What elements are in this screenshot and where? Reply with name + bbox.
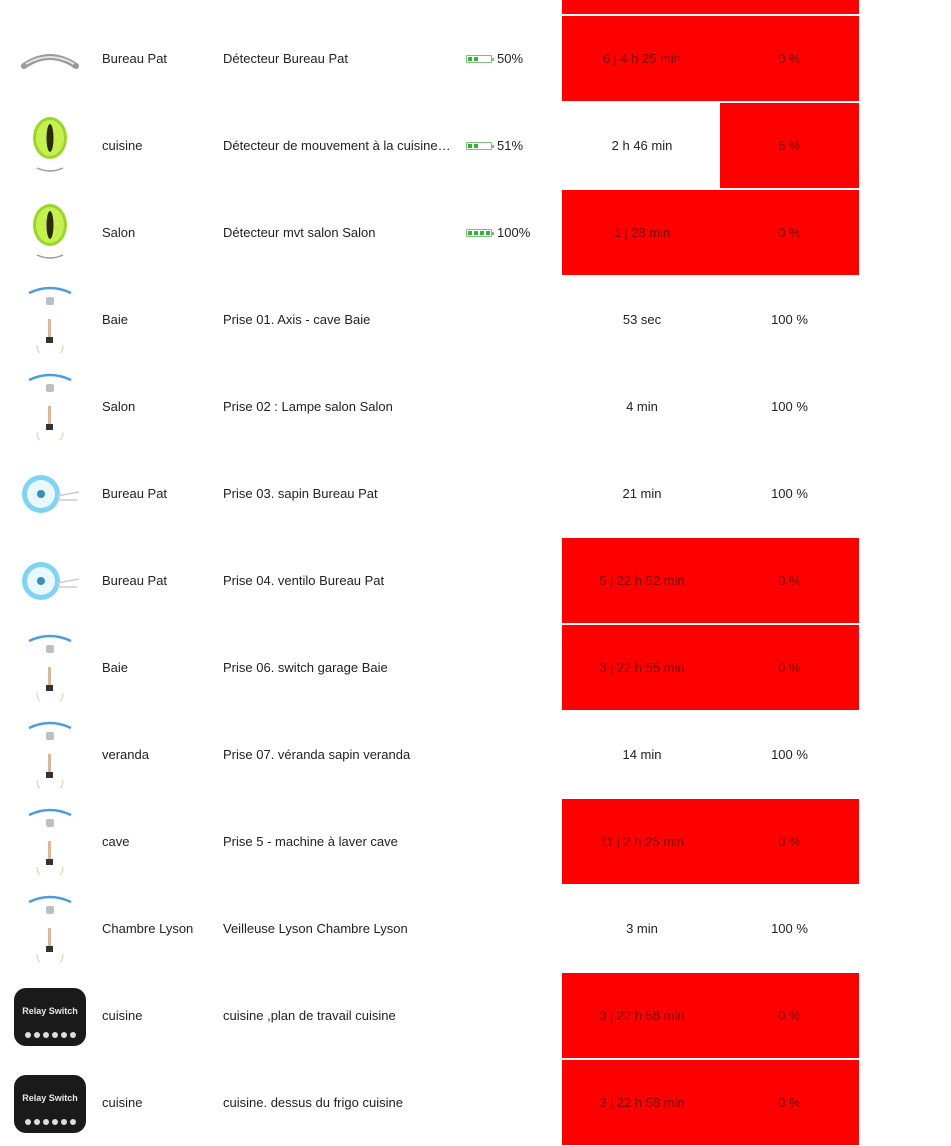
last-seen-cell: 5 j 22 h 52 min [562, 538, 722, 623]
motion-sensor-icon [10, 0, 90, 8]
device-room: Salon [102, 399, 136, 414]
last-seen-cell: 11 j 2 h 25 min [562, 799, 722, 884]
device-row[interactable]: Salon Détecteur mvt salon Salon 100% 1 j 28… [0, 189, 951, 276]
availability-cell: 100 % [771, 921, 808, 936]
availability-cell: 0 % [720, 625, 859, 710]
device-room: Baie [102, 312, 129, 327]
battery-fill [468, 56, 479, 61]
relay-switch-icon: Relay Switch [10, 1067, 90, 1139]
device-name[interactable]: Prise 03. sapin Bureau Pat [223, 486, 378, 501]
device-room: cave [102, 834, 130, 849]
battery-label: 51% [497, 138, 524, 153]
battery-fill [468, 143, 479, 148]
battery-icon [466, 141, 494, 150]
eye-sensor-icon [10, 197, 90, 269]
device-row[interactable]: cave Prise 5 - machine à laver cave 11 j 2… [0, 798, 951, 885]
battery-label: 100% [497, 225, 531, 240]
device-row[interactable]: Relay Switch cuisine cuisine. dessus du fr… [0, 1059, 951, 1146]
device-name[interactable]: Prise 5 - machine à laver cave [223, 834, 398, 849]
availability-cell: 0 % [720, 799, 859, 884]
availability-cell: 6 % [720, 103, 859, 188]
availability-cell: 100 % [771, 312, 808, 327]
last-seen-cell: 3 j 22 h 58 min [562, 1060, 722, 1145]
last-seen-cell: 2 h 46 min [611, 138, 673, 153]
plug-icon [10, 284, 90, 356]
device-row[interactable]: Baie Prise 01. Axis - cave Baie 53 sec 100 … [0, 276, 951, 363]
device-room: cuisine [102, 1095, 143, 1110]
relay-switch-icon: Relay Switch [10, 980, 90, 1052]
last-seen-cell: 53 sec [622, 312, 662, 327]
device-name[interactable]: Veilleuse Lyson Chambre Lyson [223, 921, 408, 936]
device-room: Bureau Pat [102, 573, 168, 588]
plug-icon [10, 632, 90, 704]
device-row[interactable]: Bureau Pat Détecteur Bureau Pat 50% 6 j 4 h… [0, 15, 951, 102]
availability-cell: 0 % [720, 1060, 859, 1145]
round-plug-icon [10, 458, 90, 530]
last-seen-cell: 21 min [622, 486, 662, 501]
last-seen-cell: 3 min [626, 921, 658, 936]
device-room: Salon [102, 225, 136, 240]
device-room: Baie [102, 660, 129, 675]
availability-cell: 0 % [720, 16, 859, 101]
availability-cell: 0 % [720, 190, 859, 275]
battery-indicator: 51% [466, 102, 523, 189]
relay-switch-label: Relay Switch [22, 1006, 78, 1016]
device-name[interactable]: Prise 04. ventilo Bureau Pat [223, 573, 385, 588]
battery-label: 50% [497, 51, 524, 66]
last-seen-cell: 1 j 28 min [562, 190, 722, 275]
device-row[interactable]: Chambre Lyson Veilleuse Lyson Chambre Lys… [0, 885, 951, 972]
wall-sensor-icon [10, 23, 90, 95]
device-room: Bureau Pat [102, 486, 168, 501]
availability-cell: 100 % [771, 486, 808, 501]
device-row[interactable]: Bureau Pat Prise 04. ventilo Bureau Pat 5 … [0, 537, 951, 624]
battery-fill [468, 230, 490, 235]
plug-icon [10, 371, 90, 443]
device-name[interactable]: Détecteur mvt salon Salon [223, 225, 376, 240]
device-name[interactable]: cuisine ,plan de travail cuisine [223, 1008, 396, 1023]
device-room: cuisine [102, 1008, 143, 1023]
device-room: Bureau Pat [102, 51, 168, 66]
relay-switch-label: Relay Switch [22, 1093, 78, 1103]
battery-indicator: 50% [466, 15, 523, 102]
device-row[interactable]: cuisine Détecteur de mouvement à la cuisi… [0, 102, 951, 189]
device-name[interactable]: cuisine. dessus du frigo cuisine [223, 1095, 403, 1110]
availability-cell: 100 % [771, 747, 808, 762]
availability-cell [720, 0, 859, 14]
battery-icon [466, 228, 494, 237]
battery-indicator: 100% [466, 189, 530, 276]
device-row[interactable]: Bureau Pat Prise 03. sapin Bureau Pat 21 m… [0, 450, 951, 537]
last-seen-cell: 4 min [626, 399, 658, 414]
availability-cell: 0 % [720, 973, 859, 1058]
last-seen-cell: 3 j 22 h 58 min [562, 973, 722, 1058]
plug-icon [10, 719, 90, 791]
availability-cell: 0 % [720, 538, 859, 623]
device-name[interactable]: Détecteur Bureau Pat [223, 51, 349, 66]
device-name[interactable]: Prise 01. Axis - cave Baie [223, 312, 371, 327]
device-row[interactable]: veranda Prise 07. véranda sapin veranda 14… [0, 711, 951, 798]
plug-icon [10, 806, 90, 878]
eye-sensor-icon [10, 110, 90, 182]
device-row[interactable]: Relay Switch cuisine cuisine ,plan de trav… [0, 972, 951, 1059]
plug-icon [10, 893, 90, 965]
last-seen-cell: 6 j 4 h 25 min [562, 16, 722, 101]
device-row[interactable] [0, 0, 951, 15]
last-seen-cell: 14 min [622, 747, 662, 762]
device-room: cuisine [102, 138, 143, 153]
device-row[interactable]: Salon Prise 02 : Lampe salon Salon 4 min 10… [0, 363, 951, 450]
device-room: veranda [102, 747, 149, 762]
last-seen-cell: 3 j 22 h 55 min [562, 625, 722, 710]
device-name[interactable]: Prise 06. switch garage Baie [223, 660, 388, 675]
battery-icon [466, 54, 494, 63]
device-name[interactable]: Prise 02 : Lampe salon Salon [223, 399, 393, 414]
device-name[interactable]: Détecteur de mouvement à la cuisine cuis… [223, 138, 451, 153]
last-seen-cell [562, 0, 722, 14]
device-row[interactable]: Baie Prise 06. switch garage Baie 3 j 22 h… [0, 624, 951, 711]
device-name[interactable]: Prise 07. véranda sapin veranda [223, 747, 411, 762]
availability-cell: 100 % [771, 399, 808, 414]
round-plug-icon [10, 545, 90, 617]
device-room: Chambre Lyson [102, 921, 194, 936]
